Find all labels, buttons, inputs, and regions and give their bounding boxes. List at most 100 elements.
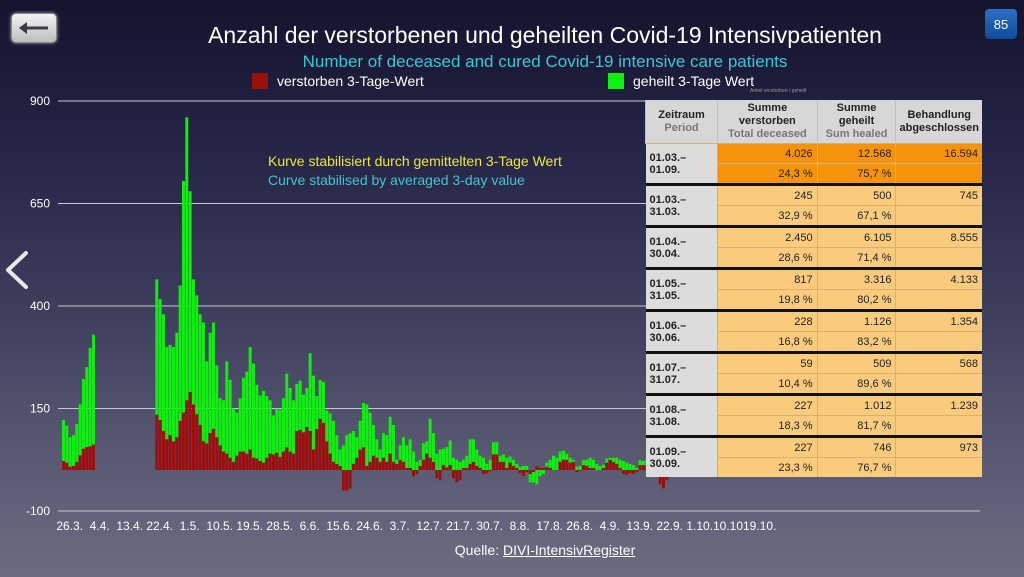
bar-healed <box>248 347 252 450</box>
bar-healed <box>85 367 89 448</box>
x-tick-label: 1.10. <box>686 519 713 533</box>
cell-total-pct <box>895 373 982 395</box>
bar-healed <box>308 353 312 432</box>
bar-healed <box>518 466 522 470</box>
bar-deceased <box>485 470 489 474</box>
bar-healed <box>562 450 565 460</box>
bar-healed <box>502 454 505 462</box>
bar-healed <box>625 462 629 470</box>
bar-healed <box>188 191 192 393</box>
bar-deceased <box>382 457 385 470</box>
cell-period: 01.05.–31.05. <box>645 267 718 311</box>
bar-deceased <box>168 435 172 470</box>
bar-deceased <box>408 467 412 470</box>
bar-deceased <box>318 418 322 470</box>
back-button[interactable] <box>11 13 57 43</box>
bar-deceased <box>558 461 562 470</box>
table-row: 01.03.–31.03. 245 500 745 <box>645 183 982 227</box>
bar-deceased <box>215 437 219 470</box>
bar-healed <box>425 441 429 454</box>
cell-deceased-pct: 16,8 % <box>717 331 818 353</box>
bar-healed <box>215 365 219 438</box>
bar-healed <box>212 322 215 429</box>
bar-healed <box>65 425 69 463</box>
bar-healed <box>452 457 455 470</box>
bar-deceased <box>238 451 242 470</box>
bar-healed <box>275 408 279 453</box>
cell-period: 01.03.–31.03. <box>645 183 718 227</box>
bar-healed <box>642 460 645 466</box>
cell-deceased: 227 <box>717 435 818 458</box>
bar-deceased <box>472 461 475 470</box>
bar-deceased <box>458 470 462 481</box>
bar-healed <box>428 418 432 458</box>
x-tick-label: 22.9. <box>656 519 683 533</box>
bar-healed <box>392 424 395 462</box>
cell-healed: 1.126 <box>816 309 896 332</box>
bar-deceased <box>405 467 409 470</box>
bar-deceased <box>402 461 405 470</box>
bar-deceased <box>572 461 575 470</box>
chart-subtitle: Number of deceased and cured Covid-19 in… <box>302 52 788 71</box>
x-tick-label: 19.10. <box>743 519 776 533</box>
bar-deceased <box>582 465 585 470</box>
legend-swatch-healed <box>608 73 624 89</box>
bar-deceased <box>192 404 195 470</box>
bar-healed <box>202 322 205 442</box>
x-tick-label: 17.8. <box>536 519 563 533</box>
bar-healed <box>75 424 79 462</box>
bar-healed <box>322 381 325 423</box>
table-row-percent: 28,6 % 71,4 % <box>646 247 982 269</box>
bar-healed <box>515 463 519 468</box>
cell-total: 973 <box>895 435 982 458</box>
bar-healed <box>638 460 642 466</box>
bar-healed <box>598 465 602 470</box>
bar-healed <box>612 457 615 462</box>
bar-deceased <box>65 462 69 470</box>
bar-healed <box>195 295 199 415</box>
bar-deceased <box>455 470 459 483</box>
bar-healed <box>255 384 259 459</box>
bar-deceased <box>662 470 665 489</box>
table-row-percent: 10,4 % 89,6 % <box>646 373 982 395</box>
bar-healed <box>582 460 585 466</box>
bar-deceased <box>468 463 472 470</box>
bar-deceased <box>282 451 285 470</box>
bar-deceased <box>505 467 509 470</box>
bar-healed <box>285 373 289 448</box>
bar-deceased <box>452 470 455 479</box>
bar-deceased <box>82 448 85 470</box>
cell-healed: 6.105 <box>816 225 896 248</box>
x-tick-label: 8.8. <box>510 519 530 533</box>
x-tick-label: 1.5. <box>180 519 200 533</box>
bar-healed <box>92 334 95 445</box>
bar-healed <box>492 442 495 455</box>
x-tick-label: 4.4. <box>90 519 110 533</box>
bar-healed <box>505 457 509 468</box>
bar-deceased <box>412 470 415 477</box>
previous-slide-button[interactable] <box>4 250 30 295</box>
bar-healed <box>232 408 235 462</box>
header-deceased: Summe verstorben Total deceased <box>717 100 818 144</box>
cell-total-pct <box>895 247 982 269</box>
source-label: Quelle: <box>454 542 500 558</box>
bar-deceased <box>475 465 479 470</box>
bar-deceased <box>548 467 552 470</box>
bar-deceased <box>158 419 162 470</box>
bar-healed <box>448 440 452 466</box>
bar-healed <box>228 379 232 458</box>
bar-deceased <box>208 433 212 470</box>
bar-healed <box>222 400 225 452</box>
source-link[interactable]: DIVI-IntensivRegister <box>502 542 636 558</box>
bar-deceased <box>578 470 582 471</box>
cell-period: 01.07.–31.07. <box>645 351 718 395</box>
bar-deceased <box>575 470 579 473</box>
bar-healed <box>618 459 622 468</box>
y-tick-label: -100 <box>26 504 50 518</box>
bar-healed <box>445 447 449 468</box>
bar-deceased <box>338 465 342 470</box>
bar-healed <box>412 451 415 470</box>
bar-healed <box>628 463 632 470</box>
cell-deceased: 4.026 <box>717 143 818 164</box>
bar-healed <box>432 433 435 462</box>
